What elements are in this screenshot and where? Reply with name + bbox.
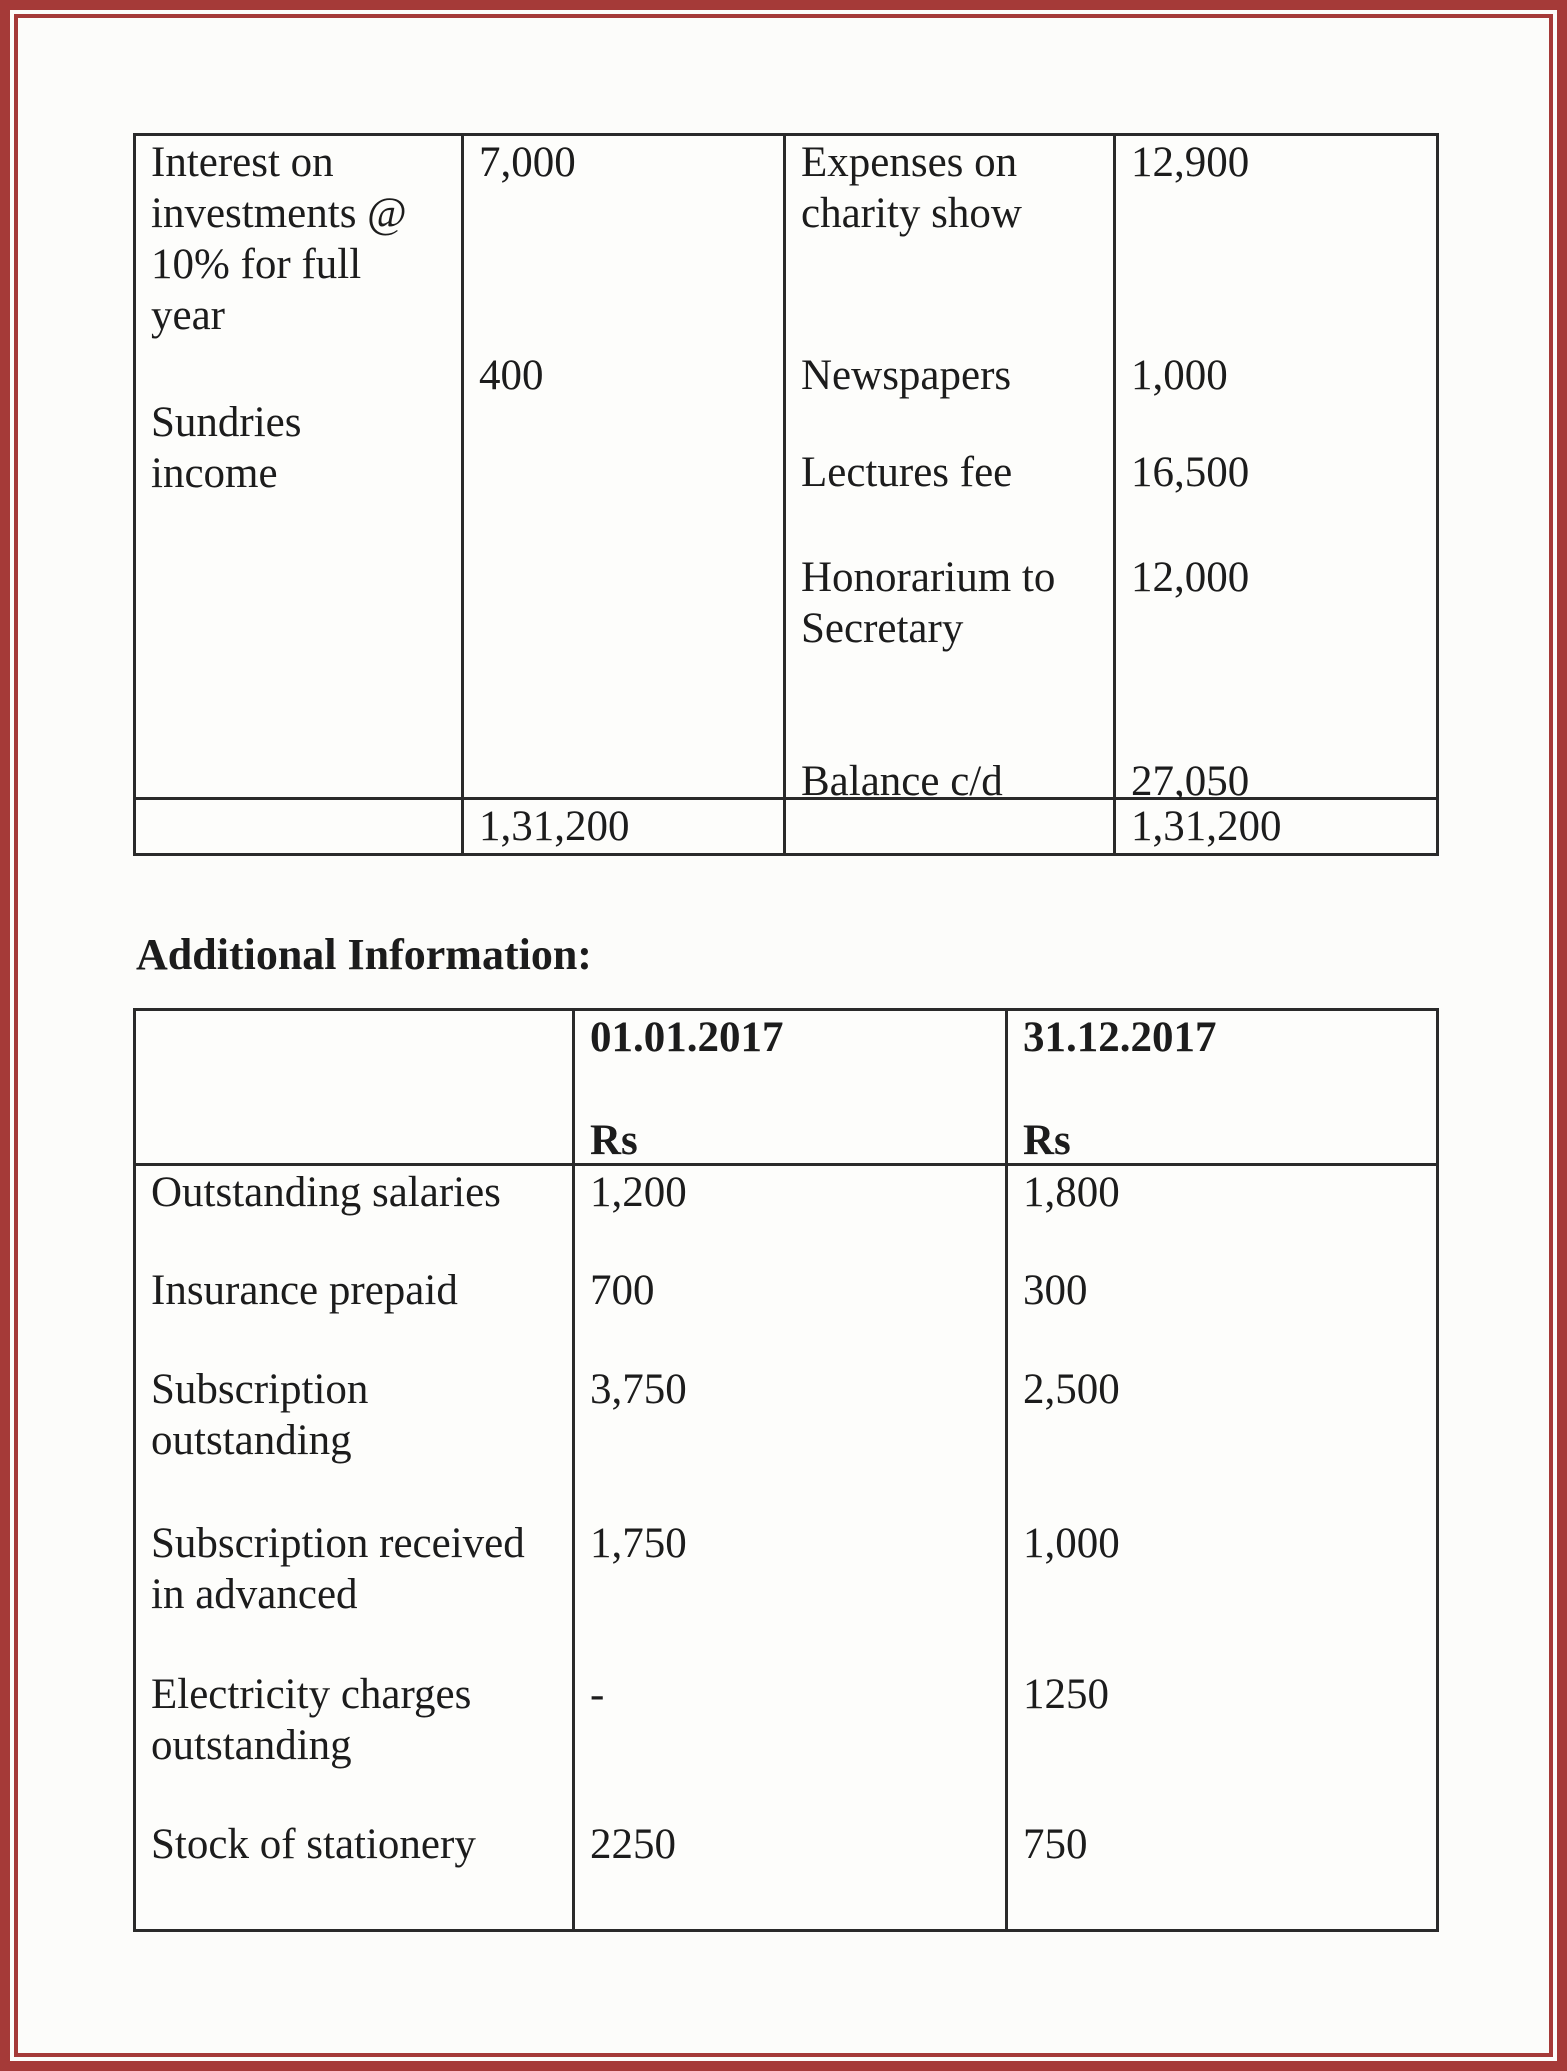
- info-values-jan-cell: 1,200 700 3,750 1,750 - 2250: [572, 1163, 1008, 1932]
- info-row-label: Electricity charges outstanding: [151, 1671, 472, 1769]
- currency-label: Rs: [590, 1117, 638, 1164]
- ledger-item-amount: 1,000: [1131, 352, 1228, 399]
- ledger-item-label: Sundries income: [151, 399, 302, 497]
- info-header-row: 01.01.2017 Rs 31.12.2017 Rs: [133, 1008, 1439, 1166]
- info-row-label: Insurance prepaid: [151, 1267, 458, 1314]
- ledger-item-amount: 16,500: [1131, 449, 1250, 496]
- ledger-item-label: Balance c/d: [801, 758, 1003, 805]
- currency-label: Rs: [1023, 1117, 1071, 1164]
- ledger-item-amount: 7,000: [479, 139, 576, 186]
- info-labels-cell: Outstanding salaries Insurance prepaid S…: [133, 1163, 575, 1932]
- info-values-dec-cell: 1,800 300 2,500 1,000 1250 750: [1005, 1163, 1439, 1932]
- info-row-value: 3,750: [590, 1366, 687, 1413]
- debit-amount-cell: 7,000 400: [461, 133, 786, 800]
- info-row-value: 2250: [590, 1821, 676, 1868]
- empty-cell: [133, 797, 464, 856]
- additional-info-table: 01.01.2017 Rs 31.12.2017 Rs Outstanding …: [133, 1008, 1439, 1932]
- ledger-item-label: Honorarium to Secretary: [801, 554, 1056, 652]
- info-row-value: 2,500: [1023, 1366, 1120, 1413]
- ledger-table: Interest on investments @ 10% for full y…: [133, 133, 1439, 856]
- info-row-label: Outstanding salaries: [151, 1169, 501, 1216]
- credit-total: 1,31,200: [1113, 797, 1439, 856]
- info-row-value: 750: [1023, 1821, 1088, 1868]
- debit-total: 1,31,200: [461, 797, 786, 856]
- column-date: 31.12.2017: [1023, 1014, 1217, 1061]
- additional-information-heading: Additional Information:: [136, 930, 592, 979]
- info-body-row: Outstanding salaries Insurance prepaid S…: [133, 1163, 1439, 1932]
- info-row-value: -: [590, 1671, 605, 1718]
- ledger-item-label: Expenses on charity show: [801, 139, 1022, 237]
- ledger-body-row: Interest on investments @ 10% for full y…: [133, 133, 1439, 805]
- ledger-item-label: Lectures fee: [801, 449, 1013, 496]
- debit-particulars-cell: Interest on investments @ 10% for full y…: [133, 133, 464, 800]
- credit-amount-cell: 12,900 1,000 16,500 12,000 27,050: [1113, 133, 1439, 805]
- info-row-value: 1,800: [1023, 1169, 1120, 1216]
- ledger-total-row: 1,31,200 1,31,200: [133, 797, 1439, 856]
- info-row-label: Subscription outstanding: [151, 1366, 369, 1464]
- ledger-item-amount: 27,050: [1131, 758, 1250, 805]
- column-date: 01.01.2017: [590, 1014, 784, 1061]
- column-header-dec: 31.12.2017 Rs: [1005, 1008, 1439, 1166]
- info-row-value: 1,000: [1023, 1520, 1120, 1567]
- empty-cell: [783, 797, 1116, 856]
- empty-header-cell: [133, 1008, 575, 1166]
- info-row-label: Stock of stationery: [151, 1821, 476, 1868]
- info-row-value: 1,200: [590, 1169, 687, 1216]
- info-row-value: 700: [590, 1267, 655, 1314]
- column-header-jan: 01.01.2017 Rs: [572, 1008, 1008, 1166]
- info-row-label: Subscription received in advanced: [151, 1520, 525, 1618]
- ledger-item-amount: 12,900: [1131, 139, 1250, 186]
- info-row-value: 1,750: [590, 1520, 687, 1567]
- credit-particulars-cell: Expenses on charity show Newspapers Lect…: [783, 133, 1116, 805]
- ledger-item-amount: 400: [479, 352, 544, 399]
- ledger-item-label: Interest on investments @ 10% for full y…: [151, 139, 407, 339]
- info-row-value: 1250: [1023, 1671, 1109, 1718]
- ledger-item-amount: 12,000: [1131, 554, 1250, 601]
- ledger-item-label: Newspapers: [801, 352, 1012, 399]
- info-row-value: 300: [1023, 1267, 1088, 1314]
